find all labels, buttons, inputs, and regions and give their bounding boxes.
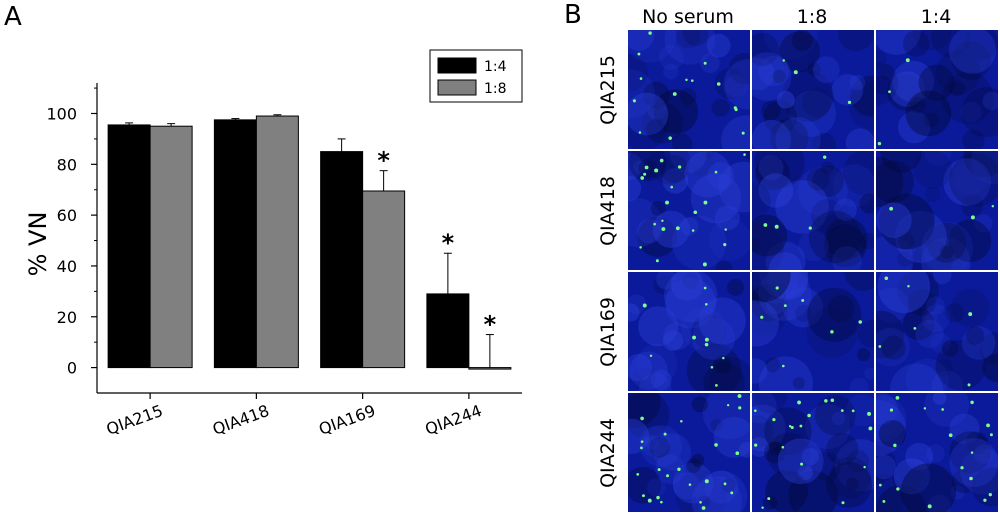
bar-QIA215-1:4 <box>107 124 151 369</box>
fluorescence-image <box>752 393 874 512</box>
x-tick-label: QIA418 <box>210 401 272 439</box>
fluorescence-image <box>876 272 998 391</box>
fluorescence-image <box>752 151 874 270</box>
panel-a-label: A <box>4 2 22 32</box>
fluorescence-image <box>876 393 998 512</box>
legend-entry: 1:4 <box>484 59 507 75</box>
bar-QIA244-1:8 <box>468 367 512 370</box>
bar-QIA418-1:4 <box>213 119 257 369</box>
y-tick-label: 100 <box>46 104 77 123</box>
fluorescence-image <box>876 30 998 149</box>
bar-QIA169-1:4 <box>320 151 364 369</box>
significance-marker: * <box>377 147 390 175</box>
fluorescence-image <box>628 393 750 512</box>
bar-QIA418-1:8 <box>255 115 299 369</box>
fluorescence-image <box>752 272 874 391</box>
significance-marker: * <box>442 229 455 257</box>
image-column-header: 1:4 <box>920 6 952 28</box>
legend-swatch <box>437 57 477 74</box>
image-row-header: QIA244 <box>590 393 626 512</box>
image-row-label: QIA418 <box>597 175 619 246</box>
bar-QIA169-1:8 <box>362 190 406 369</box>
fluorescence-image <box>628 272 750 391</box>
image-column-header: 1:8 <box>796 6 828 28</box>
x-tick-label: QIA169 <box>316 401 378 439</box>
bar-QIA244-1:4 <box>426 293 470 369</box>
x-tick-label: QIA244 <box>422 401 484 439</box>
significance-marker: * <box>484 311 497 339</box>
x-tick-label: QIA215 <box>104 401 166 439</box>
image-row-label: QIA215 <box>597 54 619 125</box>
image-row-label: QIA244 <box>597 417 619 488</box>
image-row-header: QIA215 <box>590 30 626 149</box>
y-tick-label: 40 <box>57 257 77 276</box>
y-axis-label: % VN <box>24 212 52 277</box>
legend-entry: 1:8 <box>484 81 507 97</box>
panel-b-label: B <box>564 0 582 30</box>
bar-chart: 0 20 40 60 80 100 % VN QIA215 QIA418 * QIA169 * * QIA… <box>24 49 523 439</box>
image-row-header: QIA169 <box>590 272 626 391</box>
fluorescence-image <box>628 151 750 270</box>
image-column-header: No serum <box>642 6 734 28</box>
bar-QIA215-1:8 <box>149 125 193 369</box>
fluorescence-image <box>876 151 998 270</box>
image-row-label: QIA169 <box>597 296 619 367</box>
fluorescence-image <box>752 30 874 149</box>
y-tick-label: 20 <box>57 308 77 327</box>
image-row-header: QIA418 <box>590 151 626 270</box>
y-tick-label: 60 <box>57 206 77 225</box>
y-tick-label: 0 <box>67 359 77 378</box>
legend-swatch <box>437 79 477 96</box>
y-tick-label: 80 <box>57 155 77 174</box>
fluorescence-image <box>628 30 750 149</box>
